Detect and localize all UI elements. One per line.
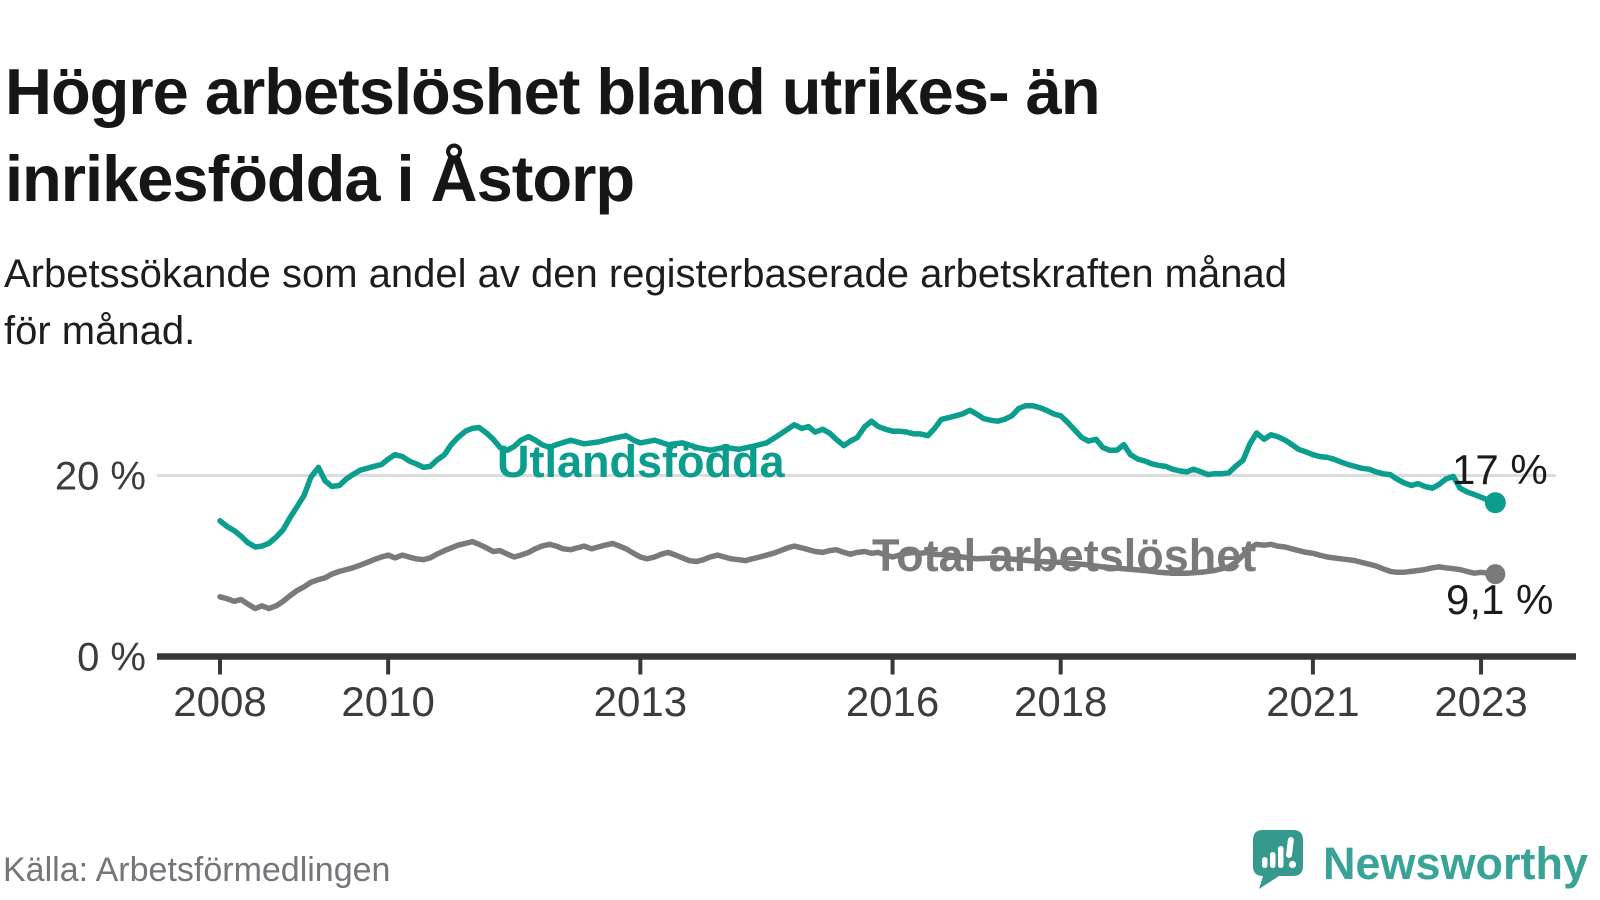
series-label-utlandsfodda: Utlandsfödda — [497, 436, 785, 487]
x-tick-label: 2013 — [594, 678, 687, 725]
page-title: Högre arbetslöshet bland utrikes- än inr… — [5, 54, 1101, 215]
newsworthy-logo-text: Newsworthy — [1322, 838, 1588, 889]
end-value-label-total: 9,1 % — [1446, 576, 1553, 623]
series-line-total — [217, 538, 1499, 612]
newsworthy-logo-icon — [1252, 830, 1303, 889]
series-end-dot-utlandsfodda — [1484, 492, 1506, 514]
logo-exclamation-dot — [1288, 860, 1297, 869]
x-tick-label: 2021 — [1266, 678, 1359, 725]
end-value-label-utlandsfodda: 17 % — [1452, 446, 1548, 493]
logo-exclamation-bar — [1285, 837, 1294, 858]
source-text: Källa: Arbetsförmedlingen — [3, 851, 391, 889]
newsworthy-logo: Newsworthy — [1252, 830, 1588, 890]
series-label-total: Total arbetslöshet — [872, 530, 1256, 581]
chart-subtitle: Arbetssökande som andel av den registerb… — [4, 252, 1287, 354]
logo-bar-3 — [1277, 846, 1284, 868]
x-tick-label: 2023 — [1434, 678, 1527, 725]
logo-bar-1 — [1261, 857, 1268, 868]
logo-bar-2 — [1269, 852, 1276, 868]
series-line-utlandsfodda — [217, 403, 1499, 550]
series-end-dot-total — [1485, 564, 1506, 585]
x-tick-label: 2016 — [846, 678, 939, 725]
y-tick-label: 0 % — [77, 636, 146, 680]
x-tick-label: 2018 — [1014, 678, 1107, 725]
x-tick-label: 2010 — [341, 678, 434, 725]
y-tick-label: 20 % — [55, 455, 146, 499]
x-tick-label: 2008 — [173, 678, 266, 725]
